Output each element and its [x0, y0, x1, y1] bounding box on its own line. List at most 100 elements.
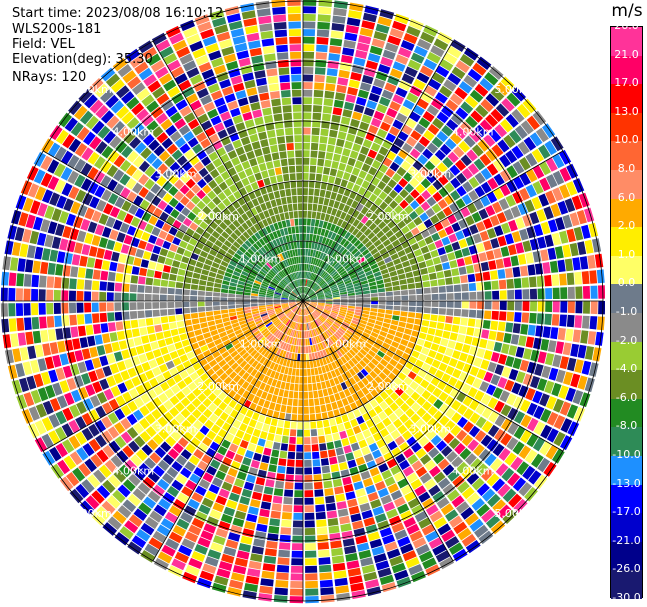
velocity-gate [303, 44, 315, 52]
velocity-gate [425, 504, 439, 516]
velocity-gate [544, 140, 557, 156]
velocity-gates [0, 0, 605, 604]
velocity-gate [161, 323, 170, 331]
velocity-gate [286, 196, 292, 204]
velocity-gate [180, 511, 193, 524]
velocity-gate [314, 320, 320, 327]
velocity-gate [285, 276, 291, 283]
velocity-gate [437, 458, 450, 470]
velocity-gate [481, 420, 493, 433]
velocity-gate [353, 264, 362, 271]
velocity-gate [338, 312, 346, 317]
velocity-gate [217, 235, 226, 244]
velocity-gate [308, 314, 312, 322]
velocity-gate [352, 317, 360, 322]
velocity-gate [296, 256, 299, 264]
velocity-gate [264, 320, 272, 326]
velocity-gate [445, 536, 460, 549]
velocity-gate [497, 377, 508, 389]
velocity-gate [598, 301, 605, 315]
velocity-gate [383, 434, 394, 444]
velocity-gate [138, 67, 153, 81]
velocity-gate [207, 211, 217, 220]
velocity-gate [211, 230, 221, 239]
ring-label: 5.00km [70, 507, 112, 520]
velocity-gate [242, 528, 255, 538]
velocity-gate [152, 433, 164, 446]
velocity-gate [292, 290, 298, 296]
velocity-gate [405, 386, 415, 396]
velocity-gate [132, 122, 145, 135]
velocity-gate [209, 346, 218, 354]
velocity-gate [370, 293, 378, 297]
velocity-gate [156, 188, 167, 199]
velocity-gate [454, 442, 466, 455]
velocity-gate [296, 307, 300, 315]
velocity-gate [186, 414, 197, 425]
velocity-gate [383, 318, 392, 324]
colorbar [610, 26, 643, 600]
velocity-gate [337, 358, 344, 366]
velocity-gate [290, 180, 297, 188]
velocity-gate [228, 305, 236, 309]
velocity-gate [183, 60, 197, 72]
velocity-gate [492, 443, 505, 457]
velocity-gate [504, 379, 515, 392]
velocity-gate [166, 143, 178, 155]
velocity-gate [188, 455, 200, 466]
velocity-gate [336, 84, 347, 94]
velocity-gate [507, 289, 515, 300]
velocity-gate [533, 405, 545, 420]
velocity-gate [403, 376, 413, 386]
velocity-gate [142, 476, 156, 489]
velocity-gate [267, 323, 274, 330]
velocity-gate [244, 79, 256, 89]
velocity-gate [475, 104, 489, 118]
velocity-gate [340, 301, 348, 303]
velocity-gate [388, 210, 398, 220]
velocity-gate [348, 271, 357, 277]
velocity-gate [221, 46, 235, 57]
velocity-gate [238, 153, 248, 163]
velocity-gate [98, 213, 109, 225]
velocity-gate [258, 131, 268, 140]
velocity-gate [256, 523, 268, 533]
velocity-gate [207, 190, 217, 200]
velocity-gate [284, 288, 291, 293]
velocity-gate [329, 258, 336, 266]
velocity-gate [341, 272, 349, 278]
velocity-gate [314, 74, 325, 83]
velocity-gate [197, 255, 206, 263]
velocity-gate [179, 262, 188, 270]
velocity-gate [319, 189, 326, 198]
velocity-gate [133, 508, 148, 521]
velocity-gate [352, 111, 363, 121]
velocity-gate [329, 314, 337, 320]
velocity-gate [98, 464, 112, 478]
velocity-gate [326, 318, 333, 325]
velocity-gate [72, 338, 81, 350]
velocity-gate [169, 322, 177, 330]
colorbar-tick-label: 1.0 [610, 248, 643, 261]
velocity-gate [308, 305, 315, 310]
velocity-gate [388, 189, 398, 199]
velocity-gate [239, 406, 248, 416]
velocity-gate [341, 195, 349, 204]
velocity-gate [212, 364, 221, 372]
velocity-gate [70, 326, 79, 338]
velocity-gate [347, 268, 355, 275]
velocity-gate [458, 371, 469, 382]
velocity-gate [230, 28, 245, 38]
velocity-gate [191, 184, 201, 194]
velocity-gate [99, 291, 107, 301]
velocity-gate [372, 328, 381, 334]
velocity-gate [153, 145, 165, 157]
velocity-gate [299, 279, 302, 286]
velocity-gate [310, 158, 317, 166]
velocity-gate [415, 359, 424, 368]
velocity-gate [197, 211, 207, 220]
velocity-gate [469, 346, 478, 356]
velocity-gate [269, 518, 280, 527]
velocity-gate [362, 310, 370, 315]
velocity-gate [328, 215, 335, 223]
